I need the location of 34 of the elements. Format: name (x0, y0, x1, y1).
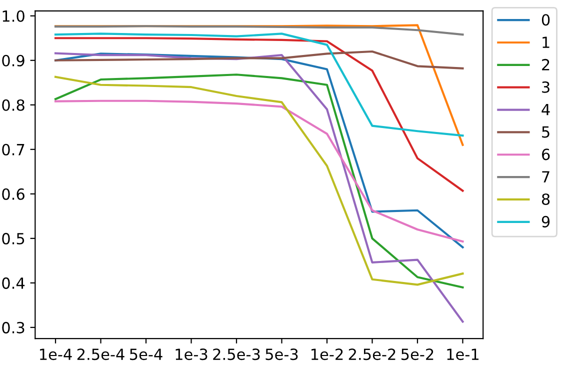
line-series (54, 52, 464, 248)
x-tick-label: 5e-3 (266, 348, 298, 360)
y-tick-label: 0.8 (2, 99, 24, 111)
legend-label: 9 (542, 216, 550, 228)
legend-label: 3 (542, 81, 550, 93)
line-series (54, 100, 464, 243)
legend-label: 4 (542, 104, 550, 116)
legend-label: 2 (542, 58, 550, 70)
legend-label: 0 (542, 14, 550, 26)
legend-label: 8 (542, 193, 550, 206)
legend-label: 1 (542, 36, 550, 48)
legend-label: 7 (542, 171, 550, 182)
legend-label: 5 (542, 126, 550, 138)
y-tick-label: 0.6 (2, 188, 24, 200)
y-tick-label: 0.3 (2, 322, 24, 334)
x-tick-label: 2.5e-2 (348, 348, 396, 360)
x-tick-label: 5e-4 (130, 348, 162, 360)
x-tick-label: 1e-1 (447, 348, 478, 360)
y-tick-label: 0.5 (2, 232, 24, 244)
y-tick-label: 0.4 (2, 277, 25, 289)
line-series (54, 52, 464, 323)
line-series (54, 25, 464, 36)
line-series (54, 50, 464, 70)
y-tick-label: 0.9 (2, 54, 24, 66)
x-tick-label: 1e-2 (311, 348, 343, 360)
x-tick-label: 1e-4 (40, 348, 72, 360)
x-tick-label: 2.5e-3 (213, 348, 260, 360)
x-tick-label: 2.5e-4 (77, 348, 124, 360)
y-tick-label: 1.0 (2, 10, 24, 22)
legend-label: 6 (542, 148, 550, 160)
x-tick-label: 5e-2 (401, 348, 434, 360)
line-series (54, 37, 464, 192)
x-tick-label: 1e-3 (176, 348, 208, 360)
y-tick-label: 0.7 (2, 144, 24, 156)
